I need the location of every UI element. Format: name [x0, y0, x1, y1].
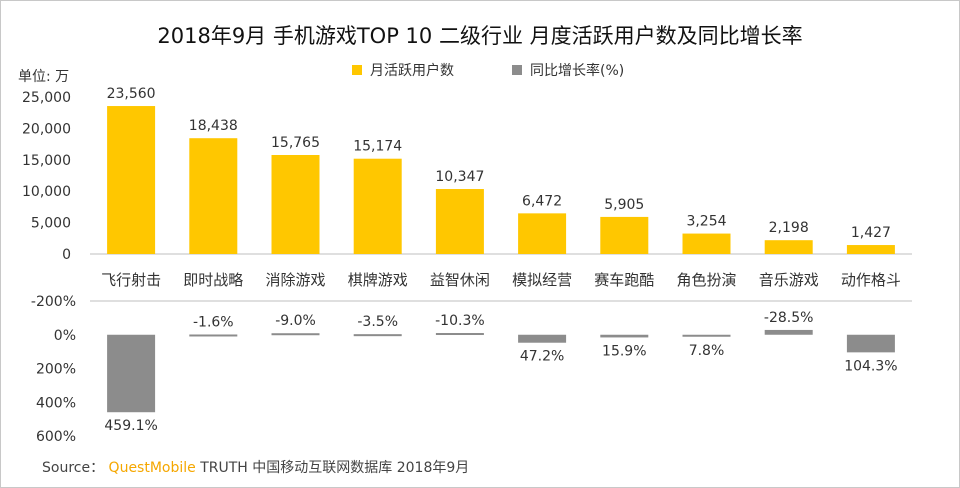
mau-value-label: 5,905: [604, 197, 644, 213]
growth-value-label: -10.3%: [435, 313, 485, 329]
category-label: 模拟经营: [512, 271, 572, 289]
mau-value-label: 2,198: [769, 220, 809, 236]
source-brand: QuestMobile: [108, 460, 196, 476]
growth-axis-tick-label: 0%: [54, 328, 76, 344]
source-prefix: Source：: [42, 460, 105, 476]
growth-bar: [518, 334, 567, 343]
growth-value-label: -28.5%: [764, 310, 814, 326]
growth-value-label: 459.1%: [104, 418, 157, 434]
category-label: 消除游戏: [265, 271, 325, 289]
mau-value-label: 6,472: [522, 193, 562, 209]
growth-bar: [271, 333, 320, 336]
legend-swatch-mau: [352, 65, 362, 75]
category-label: 赛车跑酷: [594, 271, 654, 289]
mau-axis-tick-label: 20,000: [22, 121, 71, 137]
mau-bar: [846, 245, 895, 254]
category-label: 动作格斗: [841, 271, 901, 289]
growth-axis-tick-label: 600%: [36, 429, 76, 445]
legend: 月活跃用户数 同比增长率(%): [0, 60, 960, 80]
growth-bar: [435, 333, 484, 336]
source-note: Source： QuestMobile TRUTH 中国移动互联网数据库 201…: [42, 457, 469, 477]
growth-bar: [189, 334, 238, 337]
growth-bar: [764, 329, 813, 335]
category-label: 即时战略: [183, 271, 243, 289]
mau-bar: [189, 138, 238, 254]
mau-axis-tick-label: 25,000: [22, 90, 71, 106]
category-label: 音乐游戏: [759, 271, 819, 289]
category-label: 角色扮演: [676, 271, 736, 289]
growth-value-label: -9.0%: [275, 313, 316, 329]
chart-title: 2018年9月 手机游戏TOP 10 二级行业 月度活跃用户数及同比增长率: [157, 24, 803, 48]
growth-value-label: 104.3%: [844, 358, 897, 374]
mau-axis-tick-label: 5,000: [31, 216, 71, 232]
mau-bar: [518, 213, 567, 254]
legend-item-mau: 月活跃用户数: [352, 60, 454, 80]
unit-label: 单位: 万: [18, 69, 70, 85]
source-rest: TRUTH 中国移动互联网数据库 2018年9月: [200, 460, 470, 476]
mau-bar: [353, 158, 402, 254]
legend-item-growth: 同比增长率(%): [512, 60, 624, 80]
mau-axis-tick-label: 15,000: [22, 153, 71, 169]
category-label: 飞行射击: [101, 271, 161, 289]
mau-axis-tick-label: 10,000: [22, 184, 71, 200]
legend-label-mau: 月活跃用户数: [370, 63, 454, 79]
growth-axis-tick-label: 400%: [36, 395, 76, 411]
mau-value-label: 15,174: [353, 139, 402, 155]
growth-value-label: -3.5%: [357, 314, 398, 330]
growth-bar: [682, 334, 731, 337]
mau-bar: [764, 240, 813, 254]
mau-value-label: 3,254: [686, 214, 726, 230]
mau-bar: [682, 233, 731, 254]
mau-value-label: 18,438: [189, 118, 238, 134]
growth-value-label: 47.2%: [520, 349, 564, 365]
mau-bar: [600, 216, 649, 254]
growth-axis-tick-label: -200%: [31, 294, 76, 310]
growth-bar: [107, 334, 156, 413]
mau-axis-tick-label: 0: [62, 247, 71, 263]
mau-bar: [107, 106, 156, 254]
growth-axis-tick-label: 200%: [36, 362, 76, 378]
growth-bar: [846, 334, 895, 353]
category-label: 益智休闲: [430, 271, 490, 289]
legend-label-growth: 同比增长率(%): [530, 63, 625, 79]
mau-bar: [435, 189, 484, 254]
growth-value-label: -1.6%: [193, 314, 234, 330]
mau-value-label: 23,560: [107, 86, 156, 102]
mau-value-label: 1,427: [851, 225, 891, 241]
mau-value-label: 10,347: [435, 169, 484, 185]
growth-bar: [353, 334, 402, 337]
category-label: 棋牌游戏: [348, 271, 408, 289]
mau-bar: [271, 154, 320, 254]
growth-value-label: 15.9%: [602, 343, 646, 359]
growth-value-label: 7.8%: [689, 343, 725, 359]
growth-bar: [600, 334, 649, 338]
legend-swatch-growth: [512, 65, 522, 75]
mau-value-label: 15,765: [271, 135, 320, 151]
